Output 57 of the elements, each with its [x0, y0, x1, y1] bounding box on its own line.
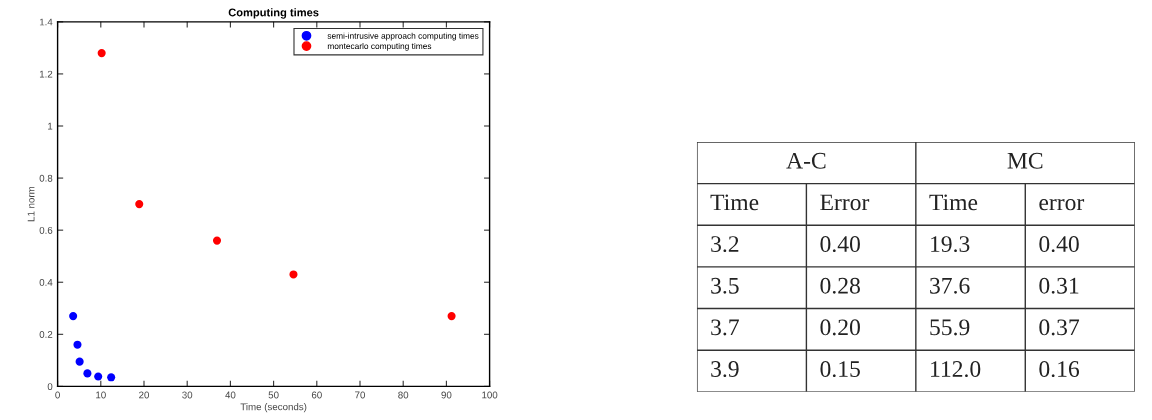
x-tick-label: 60 — [311, 391, 322, 399]
x-tick-label: 30 — [182, 391, 193, 399]
x-tick-label: 70 — [355, 391, 366, 399]
text: 0.20 — [820, 319, 860, 336]
text: 55.9 — [930, 319, 970, 336]
text: A-C — [786, 152, 826, 169]
point — [135, 200, 144, 209]
text: Time — [929, 194, 978, 211]
y-tick-label: 0.6 — [39, 226, 53, 234]
text: 3.7 — [711, 319, 739, 336]
y-tick-label: 0.4 — [39, 278, 53, 286]
x-tick-label: 100 — [482, 391, 498, 399]
point — [289, 270, 298, 279]
x-tick-label: 0 — [55, 391, 60, 399]
x-tick-label: 80 — [398, 391, 409, 399]
text: Time — [710, 194, 759, 211]
text: 0.28 — [820, 277, 860, 294]
text: 0.16 — [1039, 361, 1080, 378]
point — [83, 369, 92, 378]
point — [69, 312, 78, 321]
y-tick-label: 0 — [47, 383, 53, 391]
text: 37.6 — [930, 277, 970, 294]
x-axis-title: Time (seconds) — [240, 403, 307, 413]
x-tick-label: 40 — [225, 391, 236, 399]
point — [73, 340, 82, 349]
text: 0.37 — [1039, 319, 1080, 336]
point — [107, 373, 116, 382]
x-tick-label: 50 — [268, 391, 279, 399]
y-tick-label: 1.4 — [39, 18, 53, 26]
y-tick-label: 0.8 — [39, 174, 53, 182]
x-tick-label: 10 — [96, 391, 106, 399]
chart-title: Computing times — [228, 8, 319, 19]
point — [212, 236, 222, 245]
legend-label: montecarlo computing times — [327, 42, 432, 51]
y-axis-title: L1 norm — [27, 186, 35, 222]
text: 3.5 — [711, 277, 739, 294]
text: 0.40 — [1039, 236, 1079, 253]
text: 0.40 — [820, 236, 860, 253]
text: 0.15 — [820, 361, 860, 378]
x-tick-label: 90 — [441, 391, 452, 399]
point — [447, 312, 456, 321]
x-tick-label: 20 — [139, 391, 150, 399]
text: 19.3 — [931, 236, 970, 253]
text: 112.0 — [931, 361, 981, 378]
text: Error — [820, 194, 870, 211]
point — [75, 357, 84, 366]
text: MC — [1007, 152, 1043, 169]
y-tick-label: 1.2 — [39, 70, 53, 78]
point — [94, 372, 103, 381]
legend-label: semi-intrusive approach computing times — [327, 32, 479, 41]
text: 0.31 — [1039, 277, 1079, 294]
y-tick-label: 1 — [48, 122, 53, 130]
text: error — [1039, 198, 1085, 211]
text: 3.2 — [711, 236, 739, 253]
point — [97, 49, 106, 58]
y-tick-label: 0.2 — [39, 331, 53, 338]
text: 3.9 — [711, 361, 739, 378]
